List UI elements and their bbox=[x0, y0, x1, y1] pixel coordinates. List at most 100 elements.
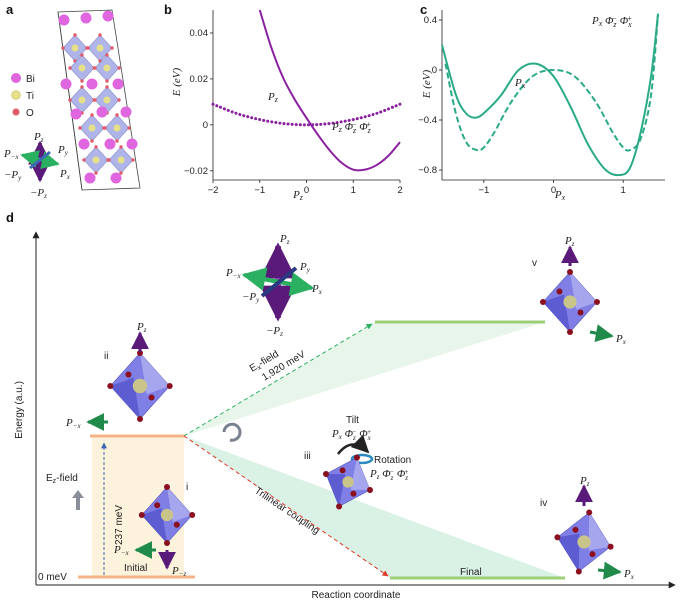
px-arrow-iv bbox=[597, 561, 622, 580]
bi-atom bbox=[96, 106, 108, 118]
o-atom bbox=[594, 299, 600, 305]
x-tick-label: −1 bbox=[478, 185, 489, 196]
y-tick-label: −0.4 bbox=[418, 115, 437, 126]
px-label-v: Px bbox=[615, 333, 627, 346]
y-tick-label: −0.02 bbox=[184, 166, 208, 177]
chart-c-xlabel: Px bbox=[554, 189, 566, 202]
chart-c-series bbox=[441, 13, 660, 177]
legend-ti: Ti bbox=[26, 91, 34, 102]
panel-d: Energy (a.u.) Reaction coordinate 0 meV … bbox=[14, 231, 676, 600]
state-octahedron bbox=[540, 269, 600, 335]
o-atom bbox=[105, 85, 109, 89]
state-octahedron bbox=[107, 350, 173, 422]
final-label: Final bbox=[460, 567, 482, 578]
octa-face-dark bbox=[110, 377, 140, 419]
panel-d-axes-icon: Pz P−x Py Px −Py −Pz bbox=[225, 233, 323, 338]
o-atom bbox=[567, 269, 573, 275]
o-atom bbox=[119, 145, 123, 149]
o-atom bbox=[119, 171, 123, 175]
o-atom bbox=[556, 288, 563, 295]
o-atom bbox=[107, 158, 111, 162]
ti-atom bbox=[117, 156, 125, 164]
o-atom bbox=[90, 113, 94, 117]
octa-face-dark bbox=[543, 294, 570, 332]
trilinear-path-arrow bbox=[183, 435, 389, 577]
pz-label-ii: Pz bbox=[136, 321, 147, 334]
chart-b-xlabel: Pz bbox=[292, 189, 304, 202]
bi-atom bbox=[110, 172, 122, 184]
bi-atom bbox=[70, 108, 82, 120]
panel-label-c: c bbox=[420, 2, 427, 17]
o-atom bbox=[577, 309, 584, 316]
octa-face-dark bbox=[557, 533, 580, 572]
ti-atom bbox=[78, 96, 86, 104]
series-line bbox=[211, 102, 402, 127]
state-octahedron bbox=[323, 454, 373, 510]
o-atom bbox=[115, 139, 119, 143]
series-line bbox=[441, 13, 660, 177]
o-atom bbox=[68, 66, 72, 70]
ti-atom bbox=[563, 295, 577, 309]
zero-label: 0 meV bbox=[38, 572, 67, 583]
ti-atom bbox=[160, 508, 174, 522]
o-atom bbox=[366, 487, 373, 494]
bi-atom bbox=[80, 12, 92, 24]
o-atom bbox=[138, 512, 145, 518]
o-atom bbox=[164, 484, 170, 490]
ti-atom bbox=[103, 64, 111, 72]
axis-py: Py bbox=[57, 144, 69, 157]
bi-atom bbox=[120, 106, 132, 118]
ti-atom-icon bbox=[11, 90, 21, 100]
axis-ny: −Py bbox=[4, 169, 22, 182]
chart-c-axes: −1 0 1 0.4 0 −0.4 −0.8 bbox=[418, 10, 665, 196]
svg-text:P−x: P−x bbox=[225, 267, 241, 280]
svg-text:Py: Py bbox=[299, 261, 311, 274]
initial-label: Initial bbox=[124, 563, 147, 574]
state-label-i: i bbox=[186, 482, 188, 493]
o-atom bbox=[107, 383, 114, 389]
o-atom bbox=[572, 526, 579, 533]
ti-atom bbox=[342, 476, 354, 488]
x-tick-label: −2 bbox=[208, 185, 219, 196]
state-octahedron bbox=[138, 484, 196, 546]
chart-b-series bbox=[211, 9, 402, 172]
ex-path-arrow bbox=[183, 323, 373, 437]
o-atom bbox=[575, 568, 582, 575]
tilt-formula: Px Φz− Φx+ bbox=[331, 428, 372, 442]
o-atom bbox=[339, 467, 346, 474]
y-tick-label: −0.8 bbox=[418, 165, 437, 176]
chart-c-label-px: Px bbox=[514, 77, 526, 90]
o-atom bbox=[554, 534, 561, 541]
o-atom bbox=[323, 470, 330, 477]
state-label-iv: iv bbox=[540, 498, 547, 509]
x-tick-label: −1 bbox=[254, 185, 265, 196]
o-atom bbox=[173, 521, 180, 528]
chart-b-ylabel: E (eV) bbox=[171, 67, 183, 97]
o-atom bbox=[607, 543, 614, 550]
pz-label-iv: Pz bbox=[579, 475, 590, 488]
x-tick-label: 2 bbox=[397, 185, 402, 196]
o-atom bbox=[80, 79, 84, 83]
o-atom bbox=[589, 551, 596, 558]
bi-atom bbox=[60, 78, 72, 90]
bi-atom-icon bbox=[11, 73, 21, 83]
o-atom bbox=[117, 98, 121, 102]
state-label-v: v bbox=[532, 258, 537, 269]
o-atom bbox=[148, 394, 155, 401]
bi-atom bbox=[78, 138, 90, 150]
x-tick-label: 1 bbox=[351, 185, 356, 196]
pnx-label-ii: P−x bbox=[65, 417, 81, 430]
o-atom bbox=[68, 98, 72, 102]
o-atom bbox=[94, 145, 98, 149]
octa-face-light bbox=[140, 353, 170, 395]
octa-face-light bbox=[350, 457, 370, 491]
octa-face-light bbox=[588, 512, 611, 551]
series-line bbox=[444, 13, 660, 152]
x-tick-label: 1 bbox=[621, 185, 626, 196]
o-atom bbox=[80, 85, 84, 89]
o-atom bbox=[137, 416, 143, 422]
y-tick-label: 0 bbox=[432, 65, 437, 76]
octa-face-light bbox=[570, 272, 597, 310]
crystal-structure bbox=[57, 9, 141, 191]
state-octahedron bbox=[554, 509, 614, 575]
